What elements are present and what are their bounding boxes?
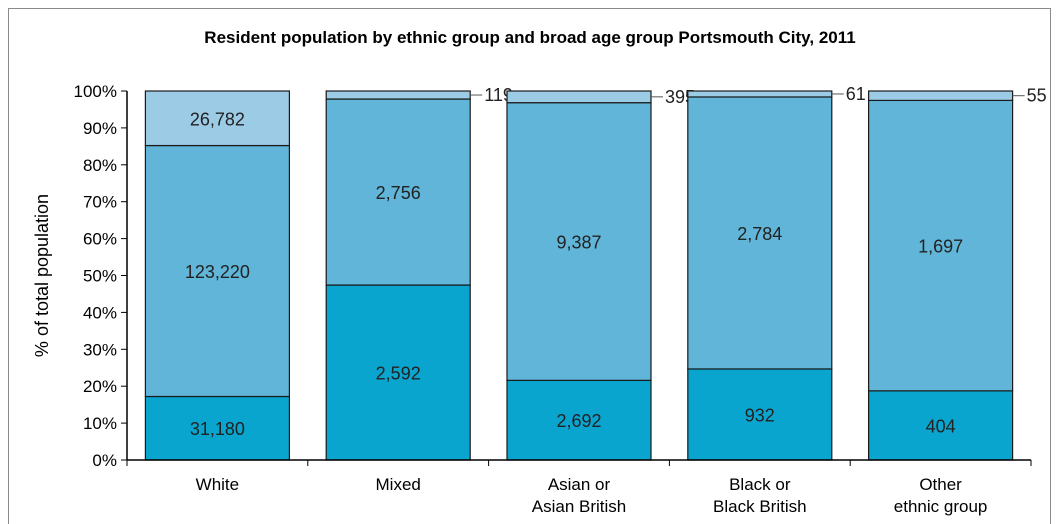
y-tick-label: 0% bbox=[92, 451, 117, 470]
data-label: 61 bbox=[846, 84, 866, 104]
y-tick-label: 10% bbox=[83, 414, 117, 433]
bar-segment bbox=[867, 390, 1014, 461]
y-axis-title: % of total population bbox=[32, 194, 52, 357]
bar-segment bbox=[506, 90, 652, 104]
chart-frame bbox=[8, 8, 1051, 524]
x-tick-label: Asian British bbox=[532, 497, 626, 516]
bar-segment bbox=[506, 102, 652, 381]
bar-segment bbox=[144, 90, 290, 147]
data-label: 123,220 bbox=[185, 262, 250, 282]
bar-segment bbox=[325, 90, 471, 100]
data-label: 9,387 bbox=[556, 233, 601, 253]
y-tick-label: 60% bbox=[83, 230, 117, 249]
data-label: 31,180 bbox=[190, 419, 245, 439]
data-label: 55 bbox=[1027, 86, 1047, 106]
x-tick-label: Other bbox=[919, 475, 962, 494]
y-tick-label: 90% bbox=[83, 119, 117, 138]
x-tick-label: Mixed bbox=[376, 475, 421, 494]
y-tick-label: 20% bbox=[83, 377, 117, 396]
chart-title: Resident population by ethnic group and … bbox=[204, 28, 856, 47]
x-tick-label: White bbox=[196, 475, 239, 494]
data-label: 26,782 bbox=[190, 109, 245, 129]
y-tick-label: 50% bbox=[83, 267, 117, 286]
data-label: 2,756 bbox=[376, 183, 421, 203]
bar-segment bbox=[325, 98, 471, 286]
x-tick-label: Black or bbox=[729, 475, 791, 494]
bar-segment bbox=[867, 90, 1014, 102]
bar-segment bbox=[687, 96, 833, 370]
data-label: 119 bbox=[484, 85, 513, 105]
data-label: 2,692 bbox=[556, 411, 601, 431]
x-tick-label: Asian or bbox=[548, 475, 611, 494]
data-label: 2,784 bbox=[737, 224, 782, 244]
x-tick-label: Black British bbox=[713, 497, 807, 516]
data-label: 932 bbox=[745, 405, 775, 425]
bar-segment bbox=[506, 379, 652, 461]
bar-segment bbox=[687, 90, 833, 98]
y-tick-label: 70% bbox=[83, 193, 117, 212]
y-tick-label: 100% bbox=[74, 82, 117, 101]
y-tick-label: 40% bbox=[83, 303, 117, 322]
x-tick-label: ethnic group bbox=[894, 497, 988, 516]
data-label: 2,592 bbox=[376, 364, 421, 384]
data-label: 1,697 bbox=[918, 237, 963, 257]
y-tick-label: 30% bbox=[83, 340, 117, 359]
bar-segment bbox=[687, 368, 833, 461]
bar-segment bbox=[867, 99, 1014, 392]
data-label: 404 bbox=[926, 416, 956, 436]
y-tick-label: 80% bbox=[83, 156, 117, 175]
